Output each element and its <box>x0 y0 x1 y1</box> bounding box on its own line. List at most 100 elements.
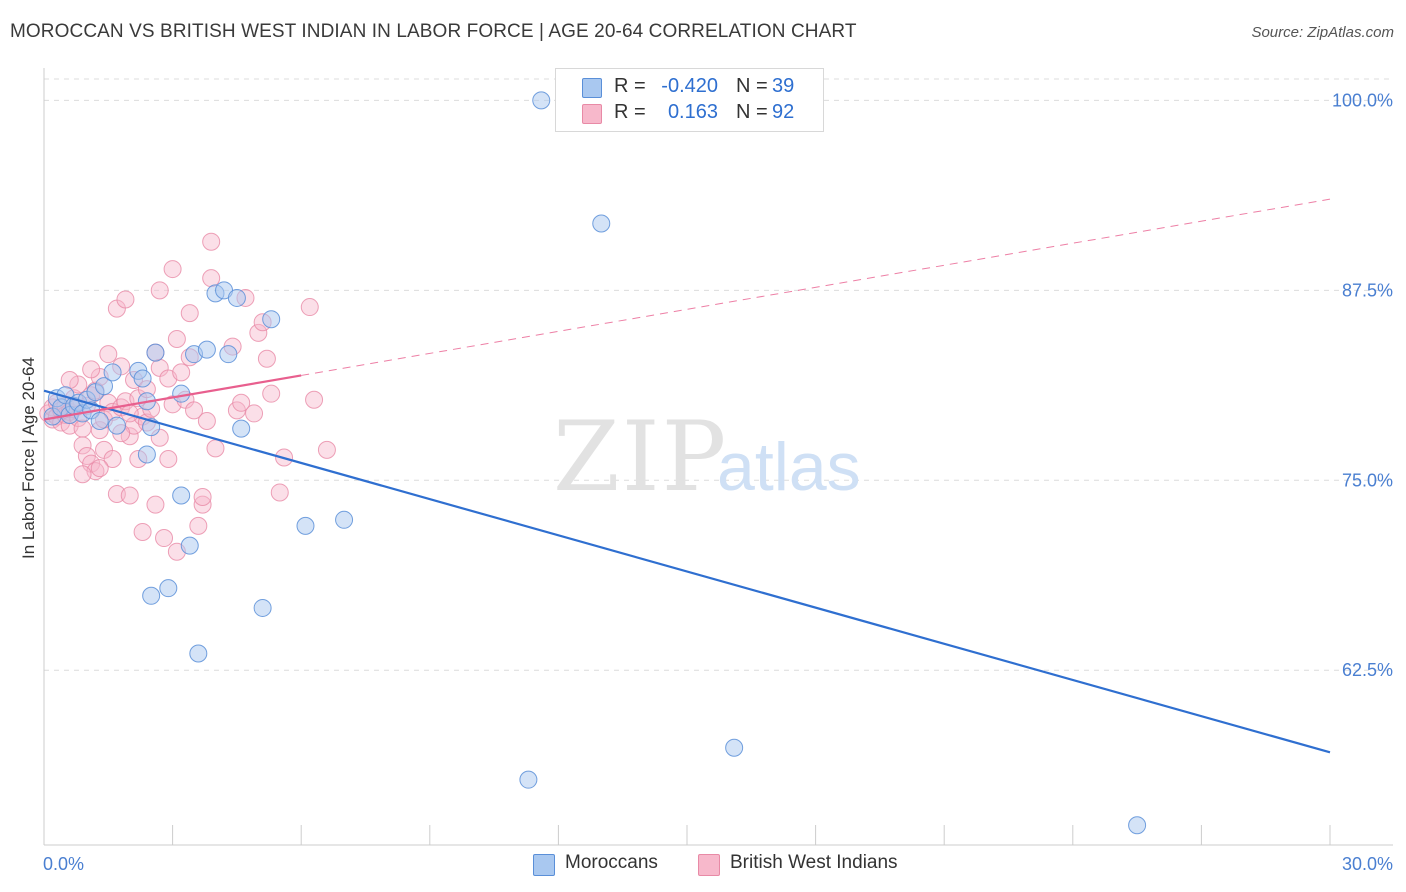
moroccan-point <box>146 343 165 362</box>
r-value: -0.420 <box>661 75 718 97</box>
legend-row-british-west-indians: R = 0.163 N = 92 <box>556 101 823 127</box>
bwi-point <box>116 290 135 309</box>
moroccan-point <box>232 419 251 438</box>
moroccan-point <box>103 363 122 382</box>
series-legend: Moroccans British West Indians <box>0 852 1406 878</box>
trend-lines <box>43 198 1331 754</box>
watermark-zip: ZIP <box>553 401 728 513</box>
y-tick-label: 62.5% <box>1342 660 1393 680</box>
bwi-point <box>60 371 79 389</box>
y-tick-label: 75.0% <box>1342 470 1393 490</box>
moroccans-trend-line <box>43 389 1331 754</box>
moroccan-point <box>172 384 191 403</box>
bwi-point <box>120 486 139 505</box>
moroccan-point <box>1128 816 1147 835</box>
bwi-point <box>317 440 336 459</box>
legend-label: British West Indians <box>730 852 898 873</box>
bwi-point <box>257 349 276 368</box>
moroccan-point <box>107 416 126 435</box>
bwi-point <box>206 439 225 458</box>
bwi-point <box>185 401 204 420</box>
bwi-point <box>150 281 169 300</box>
watermark: ZIP atlas <box>553 401 861 513</box>
moroccan-point <box>219 345 238 364</box>
moroccan-point <box>532 91 551 110</box>
bwi-point <box>133 522 152 541</box>
moroccan-point <box>172 486 191 505</box>
y-tick-label: 87.5% <box>1342 280 1393 300</box>
y-tick-label: 100.0% <box>1332 90 1393 110</box>
bwi-point <box>262 384 281 403</box>
bwi-point <box>73 436 92 455</box>
moroccan-point <box>335 510 354 529</box>
n-value: 92 <box>772 101 795 123</box>
axes <box>43 68 1393 846</box>
bwi-point <box>202 232 221 251</box>
moroccan-point <box>592 214 611 233</box>
bwi-point <box>300 298 319 317</box>
moroccan-point <box>725 738 744 757</box>
bwi-point <box>107 484 126 503</box>
bwi-point <box>167 329 186 348</box>
moroccan-point <box>519 770 538 789</box>
moroccan-point <box>227 288 246 307</box>
bwi-point <box>82 360 101 379</box>
y-axis-label: In Labor Force | Age 20-64 <box>19 357 38 559</box>
r-label: R = <box>614 75 646 97</box>
bwi-point <box>232 393 251 412</box>
n-label: N = <box>736 101 768 123</box>
bwi-point <box>73 419 92 438</box>
moroccans-points <box>43 91 1147 835</box>
bwi-point <box>172 363 191 382</box>
tick-labels: 62.5% 75.0% 87.5% 100.0% 0.0% 30.0% <box>43 90 1393 874</box>
source-credit: Source: ZipAtlas.com <box>1251 24 1394 41</box>
bwi-point <box>305 390 324 409</box>
bwi-point <box>193 495 212 514</box>
moroccan-point <box>253 598 272 617</box>
bwi-point <box>90 459 109 478</box>
moroccan-point <box>137 445 156 464</box>
moroccan-point <box>133 369 152 388</box>
bwi-point <box>69 375 88 394</box>
moroccan-point <box>197 340 216 359</box>
n-label: N = <box>736 75 768 97</box>
bwi-trend-line-dashed <box>301 198 1331 376</box>
british-west-indians-swatch <box>582 104 602 124</box>
moroccan-point <box>95 377 114 396</box>
bwi-point <box>202 269 221 288</box>
bwi-point <box>245 404 264 423</box>
x-tick-label: 30.0% <box>1342 854 1393 874</box>
bwi-point <box>159 450 178 469</box>
legend-row-moroccans: R = -0.420 N = 39 <box>556 75 823 101</box>
bwi-point <box>193 488 212 507</box>
bwi-point <box>155 529 174 548</box>
moroccans-swatch <box>533 854 555 876</box>
correlation-legend: R = -0.420 N = 39 R = 0.163 N = 92 <box>555 68 824 132</box>
bwi-trend-line-solid <box>43 374 302 421</box>
moroccan-point <box>159 579 178 598</box>
bwi-point <box>73 465 92 484</box>
legend-label: Moroccans <box>565 852 658 873</box>
bwi-point <box>189 516 208 535</box>
moroccan-point <box>180 536 199 555</box>
bwi-point <box>99 345 118 364</box>
bwi-point <box>197 412 216 431</box>
moroccan-point <box>142 586 161 605</box>
moroccan-point <box>90 412 109 431</box>
moroccan-point <box>296 516 315 535</box>
bwi-point <box>146 495 165 514</box>
n-value: 39 <box>772 75 795 97</box>
x-tick-label: 0.0% <box>43 854 84 874</box>
moroccan-point <box>189 644 208 663</box>
r-label: R = <box>614 101 646 123</box>
bwi-point <box>180 304 199 323</box>
bwi-point <box>163 260 182 279</box>
chart-title: MOROCCAN VS BRITISH WEST INDIAN IN LABOR… <box>10 21 857 42</box>
watermark-atlas: atlas <box>717 429 861 505</box>
r-value: 0.163 <box>667 101 718 123</box>
bwi-point <box>249 323 268 342</box>
bwi-point <box>103 450 122 469</box>
moroccans-swatch <box>582 78 602 98</box>
bwi-point <box>270 483 289 502</box>
